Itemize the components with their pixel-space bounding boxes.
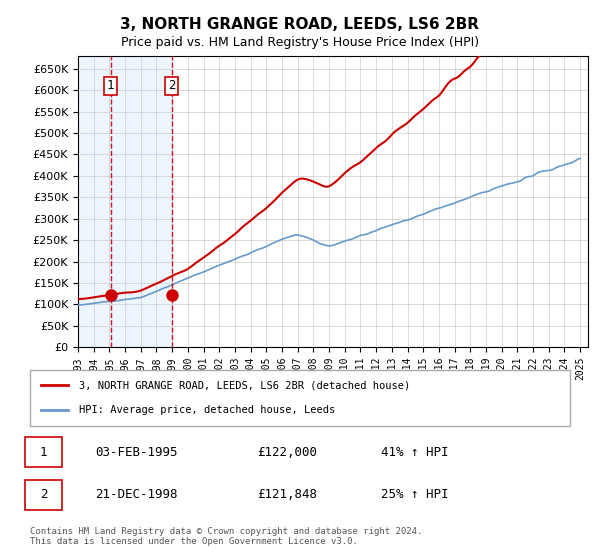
Text: 1: 1 xyxy=(40,446,47,459)
Text: £122,000: £122,000 xyxy=(257,446,317,459)
Text: HPI: Average price, detached house, Leeds: HPI: Average price, detached house, Leed… xyxy=(79,405,335,415)
Text: 2: 2 xyxy=(40,488,47,502)
Text: Price paid vs. HM Land Registry's House Price Index (HPI): Price paid vs. HM Land Registry's House … xyxy=(121,36,479,49)
Text: 2: 2 xyxy=(168,80,175,92)
Bar xyxy=(78,56,111,347)
Text: 03-FEB-1995: 03-FEB-1995 xyxy=(95,446,178,459)
Text: 1: 1 xyxy=(107,80,115,92)
FancyBboxPatch shape xyxy=(30,370,570,426)
Bar xyxy=(111,56,172,347)
FancyBboxPatch shape xyxy=(25,480,62,510)
Text: 3, NORTH GRANGE ROAD, LEEDS, LS6 2BR (detached house): 3, NORTH GRANGE ROAD, LEEDS, LS6 2BR (de… xyxy=(79,380,410,390)
Text: 21-DEC-1998: 21-DEC-1998 xyxy=(95,488,178,502)
Text: 3, NORTH GRANGE ROAD, LEEDS, LS6 2BR: 3, NORTH GRANGE ROAD, LEEDS, LS6 2BR xyxy=(121,17,479,32)
Bar xyxy=(78,56,111,347)
Text: Contains HM Land Registry data © Crown copyright and database right 2024.
This d: Contains HM Land Registry data © Crown c… xyxy=(30,526,422,546)
Text: £121,848: £121,848 xyxy=(257,488,317,502)
Text: 41% ↑ HPI: 41% ↑ HPI xyxy=(381,446,449,459)
FancyBboxPatch shape xyxy=(25,437,62,468)
Text: 25% ↑ HPI: 25% ↑ HPI xyxy=(381,488,449,502)
